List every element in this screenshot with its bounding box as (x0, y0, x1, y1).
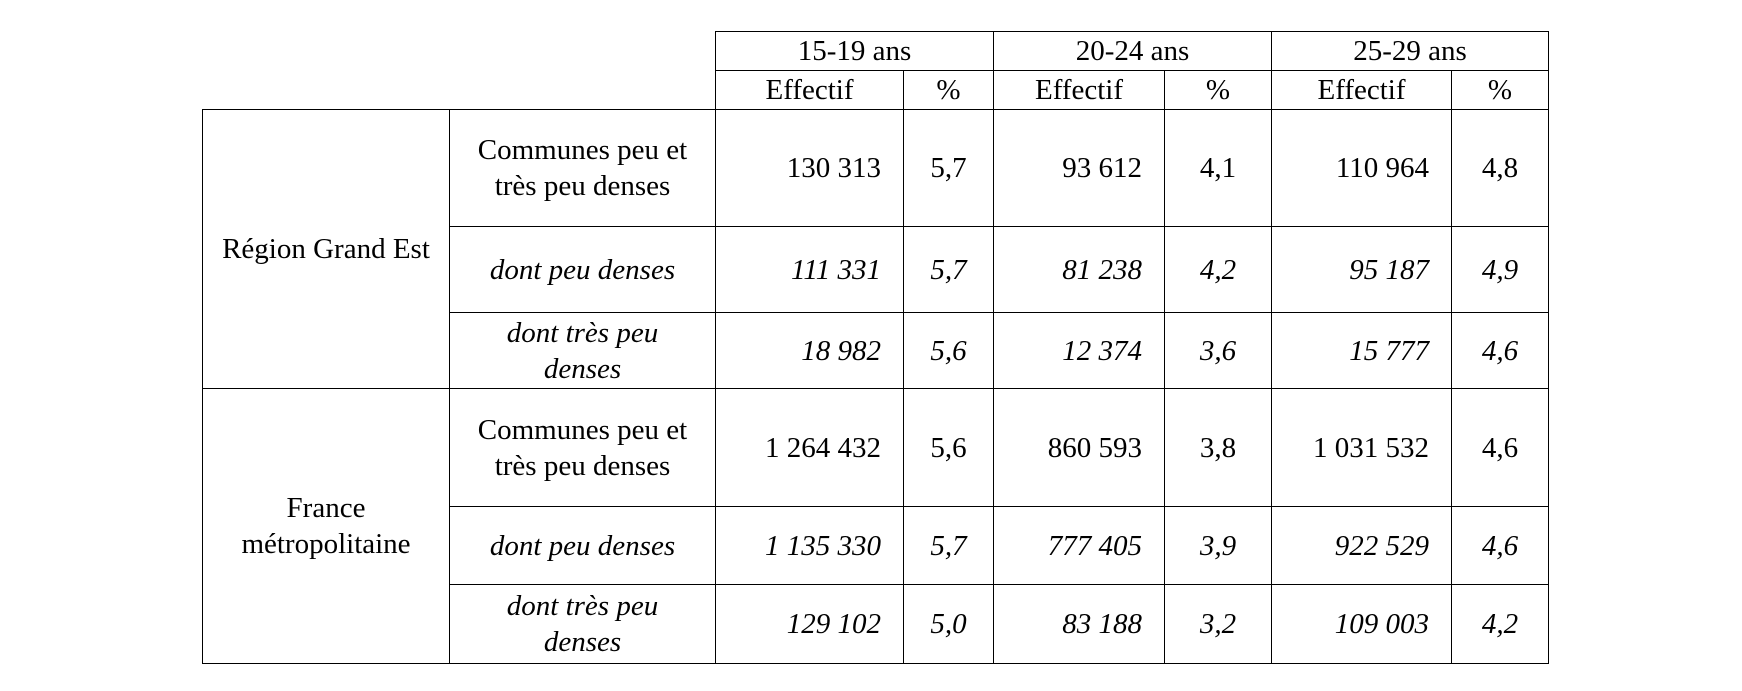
effectif-cell: 111 331 (715, 226, 904, 313)
header-age-group: 20-24 ans (993, 31, 1272, 71)
header-row-sub: Effectif % Effectif % Effectif % (203, 70, 1549, 110)
table-row: dont très peu denses 18 982 5,6 12 374 3,6 15… (203, 312, 1549, 389)
effectif-cell: 777 405 (993, 506, 1165, 585)
row-label: dont très peu denses (449, 312, 716, 389)
group-label: France métropolitaine (202, 388, 450, 664)
pct-cell: 3,6 (1164, 312, 1272, 389)
pct-cell: 3,9 (1164, 506, 1272, 585)
effectif-cell: 130 313 (715, 109, 904, 227)
row-label: dont peu denses (449, 226, 716, 313)
pct-cell: 5,6 (903, 312, 994, 389)
header-age-group: 25-29 ans (1271, 31, 1549, 71)
effectif-cell: 1 031 532 (1271, 388, 1452, 507)
pct-cell: 5,7 (903, 109, 994, 227)
effectif-cell: 109 003 (1271, 584, 1452, 664)
row-label: dont peu denses (449, 506, 716, 585)
header-effectif: Effectif (993, 70, 1165, 110)
effectif-cell: 129 102 (715, 584, 904, 664)
effectif-cell: 93 612 (993, 109, 1165, 227)
effectif-cell: 110 964 (1271, 109, 1452, 227)
table-row: France métropolitaine Communes peu et trè… (202, 388, 1549, 664)
pct-cell: 4,8 (1451, 109, 1549, 227)
row-label: dont très peu denses (449, 584, 716, 664)
data-table: 15-19 ans 20-24 ans 25-29 ans Effectif %… (202, 31, 1549, 664)
pct-cell: 4,9 (1451, 226, 1549, 313)
empty-corner (203, 71, 716, 110)
effectif-cell: 1 264 432 (715, 388, 904, 507)
effectif-cell: 860 593 (993, 388, 1165, 507)
header-pct: % (1164, 70, 1272, 110)
group-label: Région Grand Est (202, 109, 450, 389)
table-row: Région Grand Est Communes peu et très peu… (202, 109, 1549, 389)
pct-cell: 5,7 (903, 226, 994, 313)
pct-cell: 4,2 (1164, 226, 1272, 313)
header-pct: % (1451, 70, 1549, 110)
effectif-cell: 15 777 (1271, 312, 1452, 389)
table-row: dont peu denses 1 135 330 5,7 777 405 3,9 922… (203, 506, 1549, 585)
header-row-age: 15-19 ans 20-24 ans 25-29 ans (203, 31, 1549, 71)
header-pct: % (903, 70, 994, 110)
pct-cell: 3,8 (1164, 388, 1272, 507)
effectif-cell: 1 135 330 (715, 506, 904, 585)
pct-cell: 5,6 (903, 388, 994, 507)
empty-corner (203, 32, 716, 71)
row-label: Communes peu et très peu denses (449, 109, 716, 227)
pct-cell: 5,7 (903, 506, 994, 585)
effectif-cell: 83 188 (993, 584, 1165, 664)
effectif-cell: 12 374 (993, 312, 1165, 389)
row-label: Communes peu et très peu denses (449, 388, 716, 507)
header-effectif: Effectif (715, 70, 904, 110)
effectif-cell: 81 238 (993, 226, 1165, 313)
effectif-cell: 95 187 (1271, 226, 1452, 313)
effectif-cell: 18 982 (715, 312, 904, 389)
pct-cell: 4,6 (1451, 506, 1549, 585)
pct-cell: 4,6 (1451, 388, 1549, 507)
pct-cell: 4,6 (1451, 312, 1549, 389)
header-effectif: Effectif (1271, 70, 1452, 110)
pct-cell: 4,1 (1164, 109, 1272, 227)
pct-cell: 5,0 (903, 584, 994, 664)
table-row: dont très peu denses 129 102 5,0 83 188 3,2 1… (203, 584, 1549, 664)
effectif-cell: 922 529 (1271, 506, 1452, 585)
pct-cell: 4,2 (1451, 584, 1549, 664)
pct-cell: 3,2 (1164, 584, 1272, 664)
header-age-group: 15-19 ans (715, 31, 994, 71)
